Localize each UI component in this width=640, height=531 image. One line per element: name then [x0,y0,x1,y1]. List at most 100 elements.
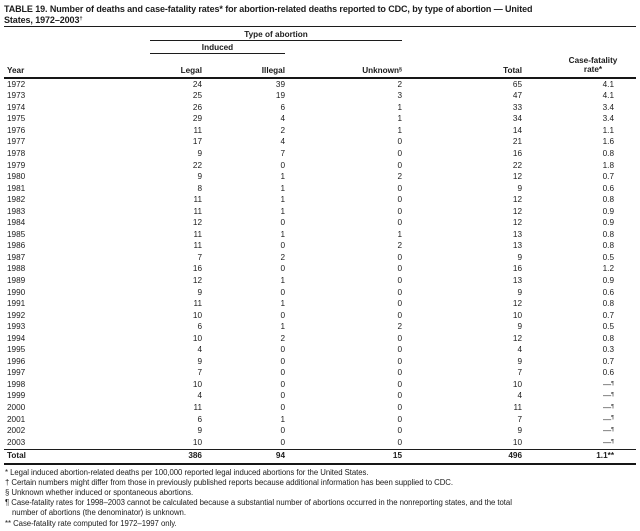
unknown-cell: 2 [397,172,403,182]
year-cell: 2003 [7,437,26,447]
legal-cell: 24 [192,79,202,89]
col-header-illegal: Illegal [202,53,285,79]
legal-cell: 9 [197,287,202,297]
illegal-cell: 0 [280,437,285,447]
unknown-cell: 0 [397,426,403,436]
total-cell: 65 [512,79,523,89]
unknown-cell: 0 [397,206,403,216]
legal-cell: 9 [197,356,202,366]
table-row: 1990 9 0 0 9 0.6 [4,287,636,299]
illegal-cell: 1 [280,206,285,216]
unknown-cell: 0 [397,287,403,297]
col-header-legal: Legal [150,53,202,79]
table-row: 1979 22 0 0 22 1.8 [4,160,636,172]
year-cell: 1991 [7,299,26,309]
legal-cell: 22 [192,160,202,170]
legal-cell: 26 [192,102,202,112]
col-group-induced: Induced [150,40,285,54]
unknown-cell: 0 [397,391,403,401]
unknown-cell: 0 [397,264,403,274]
illegal-cell: 1 [280,183,285,193]
illegal-cell: 2 [280,333,285,343]
year-cell: 1987 [7,252,26,262]
legal-cell: 9 [197,148,202,158]
legal-cell: 25 [192,91,202,101]
unknown-cell: 0 [397,275,403,285]
rate-cell: 0.8 [602,241,615,251]
year-cell: 1979 [7,160,26,170]
legal-cell: 11 [193,402,203,412]
unknown-cell: 0 [397,368,403,378]
table-row: 1988 16 0 0 16 1.2 [4,264,636,276]
total-cell: 12 [512,218,523,228]
total-cell: 34 [512,114,523,124]
year-cell: 1997 [7,368,26,378]
legal-cell: 10 [192,310,202,320]
unknown-cell: 1 [397,102,403,112]
total-cell: 11 [513,402,523,412]
total-cell: 16 [512,264,523,274]
table-row: 1976 11 2 1 14 1.1 [4,125,636,137]
table-header: Type of abortion Induced Year Legal Ille… [4,26,637,79]
illegal-cell: 1 [280,172,285,182]
rate-cell: —¶ [602,414,615,424]
unknown-cell: 2 [397,241,403,251]
total-cell: 21 [512,137,523,147]
legal-cell: 16 [192,264,202,274]
year-cell: 1983 [7,206,26,216]
rate-cell: 1.2 [602,264,615,274]
table-row: 1997 7 0 0 7 0.6 [4,368,636,380]
illegal-cell: 7 [280,148,285,158]
table-row: 1983 11 1 0 12 0.9 [4,206,636,218]
illegal-cell: 0 [280,379,285,389]
blank-header-cell [4,27,150,41]
table-row: 1980 9 1 2 12 0.7 [4,171,636,183]
unknown-cell: 1 [397,114,403,124]
col-group-type-of-abortion: Type of abortion [150,26,403,41]
legal-cell: 7 [197,368,202,378]
rate-cell: 4.1 [602,79,615,89]
rate-cell: 3.4 [602,114,615,124]
rate-cell: 0.9 [602,275,615,285]
table-row: 1994 10 2 0 12 0.8 [4,333,636,345]
total-cell: 7 [517,414,523,424]
illegal-cell: 0 [280,426,285,436]
illegal-cell: 0 [280,218,285,228]
illegal-cell: 39 [275,79,285,89]
total-cell: 13 [512,275,523,285]
year-cell: 2001 [7,414,26,424]
illegal-cell: 1 [280,275,285,285]
abortion-deaths-table: Type of abortion Induced Year Legal Ille… [4,26,637,465]
table-row: 1985 11 1 1 13 0.8 [4,229,636,241]
table-row: 1999 4 0 0 4 —¶ [4,391,636,403]
unknown-cell: 2 [397,79,403,89]
year-cell: 1981 [7,183,26,193]
blank-header-cell [4,41,150,54]
footnotes: * Legal induced abortion-related deaths … [4,468,636,529]
footnote: ¶ Case-fatality rates for 1998–2003 cann… [5,498,512,518]
total-cell: 9 [517,426,523,436]
year-cell: 1984 [7,218,26,228]
total-cell: 33 [512,102,523,112]
total-cell: 12 [512,195,523,205]
table-row: 1982 11 1 0 12 0.8 [4,194,636,206]
unknown-cell: 0 [397,299,403,309]
year-cell: 1989 [7,275,26,285]
rate-cell: 0.8 [602,333,615,343]
table-row: 1984 12 0 0 12 0.9 [4,218,636,230]
col-header-unknown: Unknown§ [285,53,403,79]
total-row: Total 386 94 15 496 1.1** [4,448,637,465]
table-row: 1975 29 4 1 34 3.4 [4,114,636,126]
table-row: 1981 8 1 0 9 0.6 [4,183,636,195]
unknown-cell: 0 [397,183,403,193]
year-cell: 2002 [7,426,26,436]
blank-header-cell [285,41,636,54]
year-cell: 1976 [7,125,26,135]
legal-cell: 11 [193,229,203,239]
year-cell: 1980 [7,172,26,182]
total-cell: 10 [512,379,523,389]
rate-cell: 0.5 [602,322,615,332]
illegal-cell: 0 [280,402,285,412]
total-cell: 9 [517,322,523,332]
legal-cell: 8 [197,183,202,193]
